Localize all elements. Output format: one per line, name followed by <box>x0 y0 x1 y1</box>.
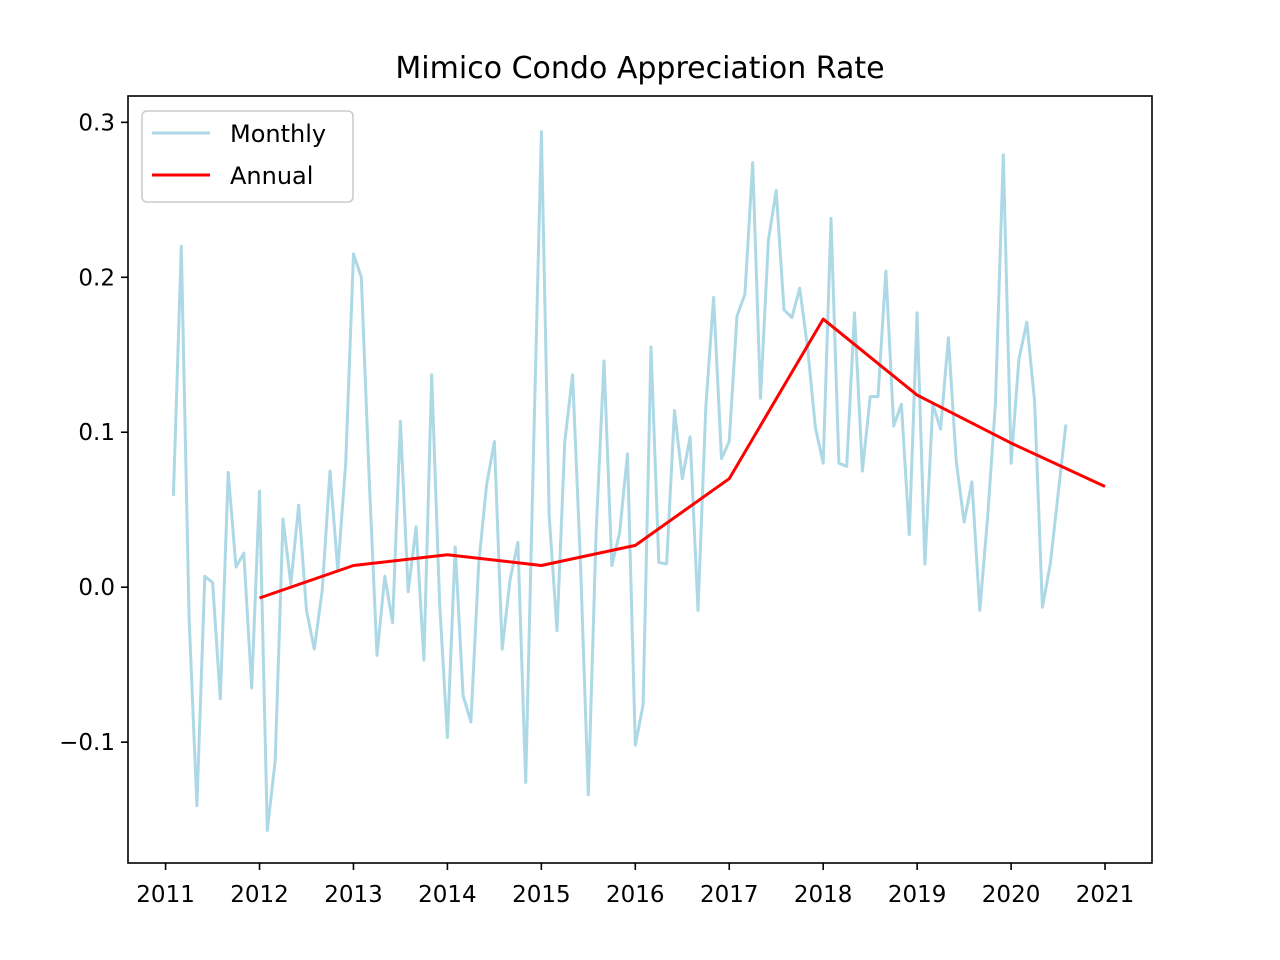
series-line-annual <box>259 317 1106 600</box>
legend-label-annual: Annual <box>230 162 313 190</box>
x-tick-label: 2015 <box>512 882 571 908</box>
x-tick-label: 2016 <box>606 882 665 908</box>
series-line-monthly <box>171 130 1068 832</box>
x-tick-label: 2014 <box>418 882 477 908</box>
y-tick-label: 0.0 <box>78 575 115 601</box>
y-axis: −0.1 0.0 0.1 0.2 0.3 <box>59 110 128 756</box>
x-tick-label: 2011 <box>136 882 195 908</box>
legend: Monthly Annual <box>141 110 354 203</box>
x-tick-label: 2020 <box>982 882 1041 908</box>
x-tick-label: 2017 <box>700 882 759 908</box>
x-tick-label: 2012 <box>230 882 289 908</box>
y-tick-label: 0.3 <box>78 110 115 136</box>
y-tick-label: 0.2 <box>78 265 115 291</box>
legend-label-monthly: Monthly <box>230 120 326 148</box>
y-tick-label: −0.1 <box>59 730 115 756</box>
plot-area <box>127 95 1153 864</box>
y-tick-label: 0.1 <box>78 420 115 446</box>
x-axis: 2011 2012 2013 2014 2015 2016 2017 2018 2019 2020… <box>136 863 1134 908</box>
chart-title: Mimico Condo Appreciation Rate <box>395 51 884 86</box>
x-tick-label: 2018 <box>794 882 853 908</box>
x-tick-label: 2021 <box>1076 882 1135 908</box>
x-tick-label: 2013 <box>324 882 383 908</box>
series-layer <box>171 130 1106 832</box>
x-tick-label: 2019 <box>888 882 947 908</box>
